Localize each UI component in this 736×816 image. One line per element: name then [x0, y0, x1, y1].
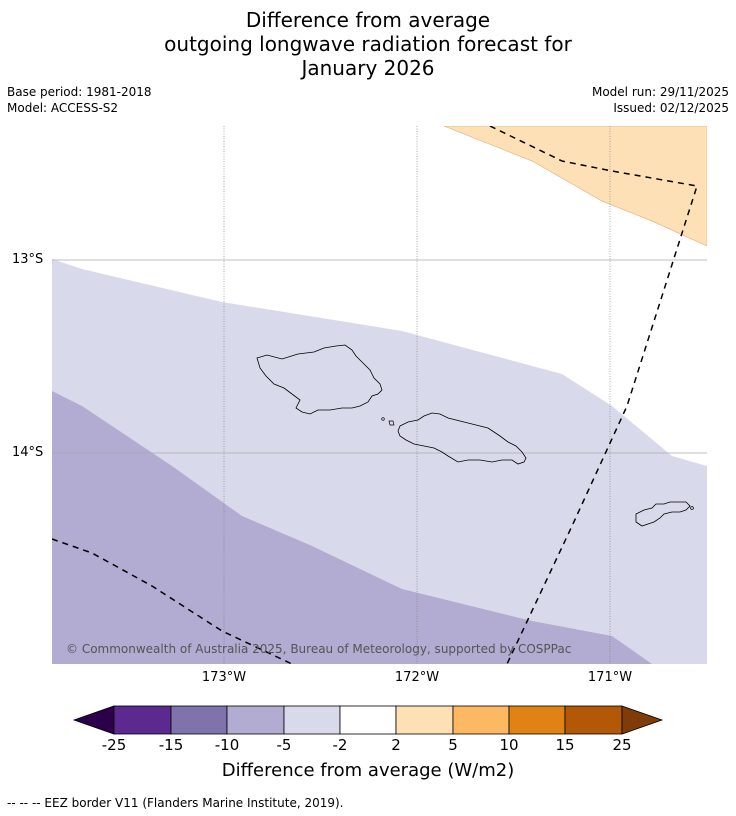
colorbar-tick: -10 — [214, 736, 240, 754]
model-run: Model run: 29/11/2025 — [591, 85, 729, 99]
island-tutuila — [635, 501, 691, 527]
anomaly-region-medium — [52, 391, 652, 664]
title-line-3: January 2026 — [301, 56, 435, 80]
colorbar-bin-5 — [339, 705, 397, 735]
islet-manono — [388, 420, 395, 426]
title-line-1: Difference from average — [245, 8, 491, 32]
colorbar-bin-8 — [508, 705, 566, 735]
colorbar-tick: 15 — [555, 736, 575, 754]
islet-aunuu — [690, 506, 694, 510]
chart-title: Difference from average outgoing longwav… — [0, 8, 736, 80]
colorbar-tick: 25 — [612, 736, 632, 754]
colorbar-tick: -15 — [158, 736, 184, 754]
lon-label-173w: 173°W — [201, 670, 247, 685]
eez-border-north — [489, 126, 698, 664]
colorbar-arrow-high — [621, 705, 664, 735]
model-name: Model: ACCESS-S2 — [7, 101, 119, 115]
base-period: Base period: 1981-2018 — [7, 85, 152, 99]
colorbar-bin-1 — [113, 705, 172, 735]
lat-label-14s: 14°S — [12, 445, 44, 460]
colorbar-bin-4 — [283, 705, 341, 735]
colorbar-tick: -25 — [101, 736, 127, 754]
map-panel — [52, 126, 707, 664]
copyright-notice: © Commonwealth of Australia 2025, Bureau… — [66, 642, 572, 656]
eez-border-south — [52, 538, 293, 664]
colorbar-bin-6 — [395, 705, 454, 735]
colorbar-bin-9 — [564, 705, 623, 735]
island-upolu — [397, 412, 527, 465]
colorbar-tick: 5 — [448, 736, 458, 754]
colorbar-label: Difference from average (W/m2) — [221, 760, 515, 781]
colorbar-tick: -5 — [276, 736, 292, 754]
meta-left: Base period: 1981-2018 Model: ACCESS-S2 — [7, 84, 152, 116]
lon-label-172w: 172°W — [394, 670, 440, 685]
colorbar-bin-7 — [452, 705, 510, 735]
lon-label-171w: 171°W — [587, 670, 633, 685]
islet-apolima — [381, 417, 385, 421]
colorbar-bin-3 — [226, 705, 285, 735]
colorbar-tick: 10 — [499, 736, 519, 754]
lat-label-13s: 13°S — [12, 252, 44, 267]
anomaly-region-positive — [443, 126, 707, 247]
eez-footnote: -- -- -- EEZ border V11 (Flanders Marine… — [7, 796, 344, 810]
issued-date: Issued: 02/12/2025 — [613, 101, 729, 115]
colorbar-arrow-low — [72, 705, 115, 735]
colorbar-bin-2 — [170, 705, 228, 735]
island-savaii — [256, 344, 383, 415]
meta-right: Model run: 29/11/2025 Issued: 02/12/2025 — [592, 84, 729, 116]
title-line-2: outgoing longwave radiation forecast for — [164, 32, 572, 56]
colorbar-tick: 2 — [391, 736, 401, 754]
colorbar-tick: -2 — [332, 736, 348, 754]
